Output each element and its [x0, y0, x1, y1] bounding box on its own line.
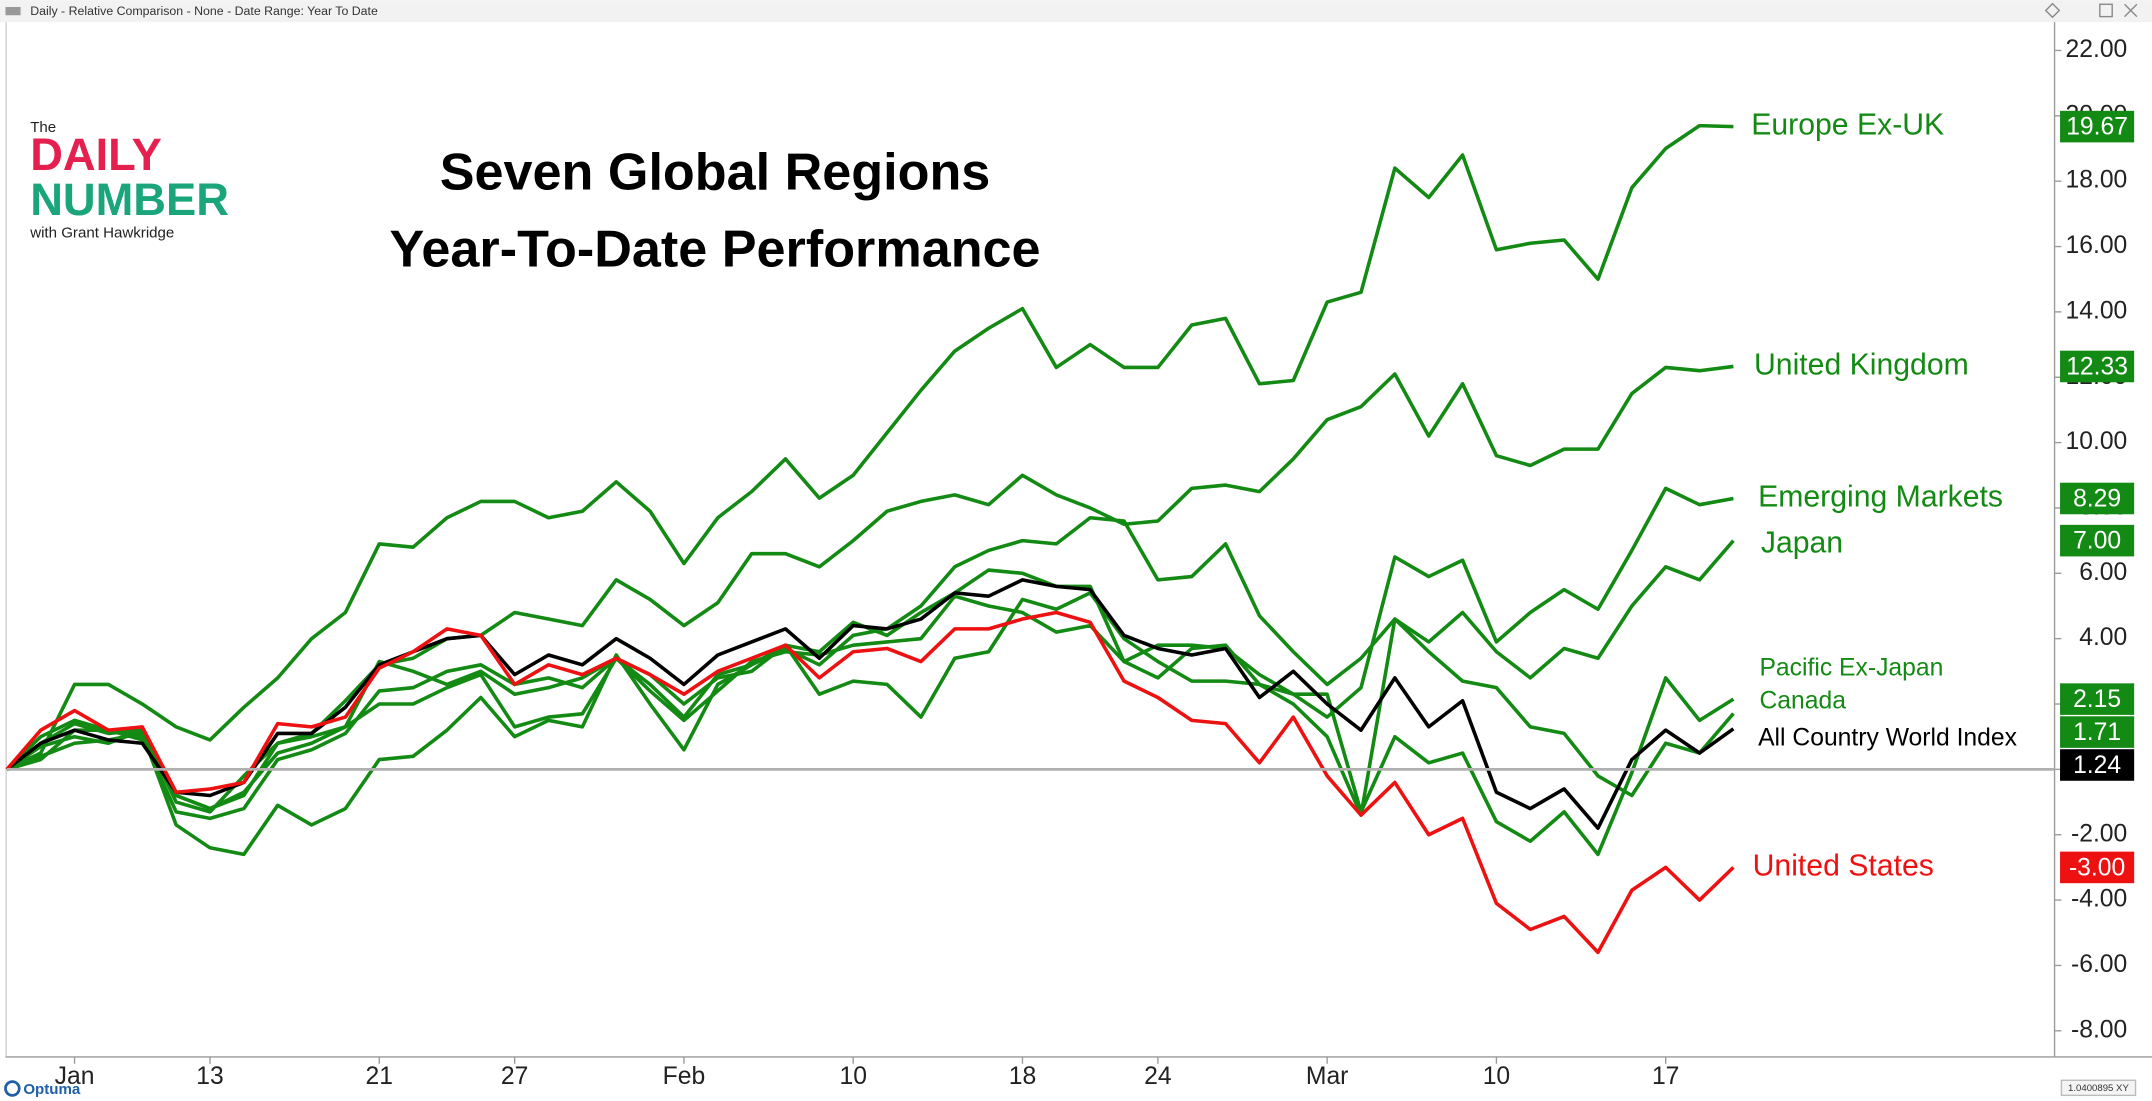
series-line — [6, 123, 1734, 771]
x-tick-label: 27 — [501, 1063, 528, 1090]
value-label: 19.67 — [2066, 114, 2128, 141]
value-box — [2060, 350, 2135, 383]
value-label: 2.15 — [2073, 686, 2121, 713]
brand-icon — [4, 1080, 21, 1097]
series-line — [5, 594, 1735, 817]
x-tick-label: Mar — [1306, 1063, 1349, 1090]
series-line — [5, 578, 1735, 830]
x-tick-label: 17 — [1652, 1063, 1679, 1090]
lines — [5, 123, 1735, 955]
x-tick-label: Jan — [55, 1063, 95, 1090]
chart-title: Year-To-Date Performance — [390, 220, 1041, 278]
value-label: -3.00 — [2069, 854, 2125, 881]
x-tick-label: 21 — [366, 1063, 393, 1090]
chart-title: Seven Global Regions — [440, 144, 991, 202]
value-box — [2060, 683, 2135, 715]
value-label: 7.00 — [2073, 528, 2121, 555]
legend-label: Pacific Ex-Japan — [1759, 654, 1943, 681]
logo-top: The — [30, 119, 56, 136]
legend-label: Canada — [1759, 687, 1846, 714]
icon[interactable] — [2044, 2, 2061, 19]
window-icons — [2044, 2, 2138, 19]
y-tick-label: 6.00 — [2079, 559, 2127, 586]
y-tick-label: -6.00 — [2071, 951, 2127, 978]
legend-label: United States — [1753, 849, 1934, 882]
y-tick-label: -4.00 — [2071, 886, 2127, 913]
legend-label: All Country World Index — [1758, 724, 2018, 751]
icon — [2124, 3, 2138, 18]
logo-line2: NUMBER — [30, 174, 229, 225]
legend-label: United Kingdom — [1754, 348, 1969, 381]
legend-label: Japan — [1761, 527, 1843, 560]
value-box — [2060, 716, 2135, 748]
y-tick-label: 16.00 — [2066, 232, 2128, 259]
scale-text: 1.0400895 XY — [2068, 1083, 2129, 1094]
value-label: 1.71 — [2073, 719, 2121, 746]
scale-box — [2060, 1079, 2137, 1097]
x-tick-label: 10 — [1483, 1063, 1510, 1090]
x-tick-label: 18 — [1009, 1063, 1036, 1090]
brand: Optuma — [23, 1081, 81, 1098]
value-label: 8.29 — [2073, 485, 2121, 512]
value-box — [2060, 851, 2135, 884]
icon[interactable] — [2099, 3, 2113, 18]
legend-label: Europe Ex-UK — [1751, 109, 1944, 142]
y-tick-label: -2.00 — [2071, 820, 2127, 847]
x-tick-label: 13 — [196, 1063, 223, 1090]
legend-label: Emerging Markets — [1758, 480, 2003, 513]
value-label: 12.33 — [2066, 353, 2128, 380]
series-line — [6, 591, 1735, 857]
y-tick-label: 22.00 — [2066, 36, 2128, 63]
header-icon — [5, 7, 21, 16]
logo-byline: with Grant Hawkridge — [29, 224, 174, 241]
series-line — [5, 610, 1735, 955]
x-tick-label: Feb — [663, 1063, 706, 1090]
y-tick-label: 18.00 — [2066, 167, 2128, 194]
y-tick-label: 4.00 — [2079, 624, 2127, 651]
header-text: Daily - Relative Comparison - None - Dat… — [30, 4, 378, 18]
x-tick-label: 10 — [839, 1063, 866, 1090]
value-label: 1.24 — [2073, 752, 2121, 779]
x-tick-label: 24 — [1144, 1063, 1171, 1090]
value-box — [2060, 110, 2135, 143]
header-bar — [0, 0, 2152, 23]
y-tick-label: 10.00 — [2066, 428, 2128, 455]
value-box — [2060, 749, 2135, 781]
series-line — [5, 515, 1735, 814]
y-tick-label: 14.00 — [2066, 297, 2128, 324]
logo-line1: DAILY — [30, 129, 162, 180]
y-tick-label: -8.00 — [2071, 1016, 2127, 1043]
value-box — [2060, 482, 2135, 515]
value-box — [2060, 524, 2135, 557]
